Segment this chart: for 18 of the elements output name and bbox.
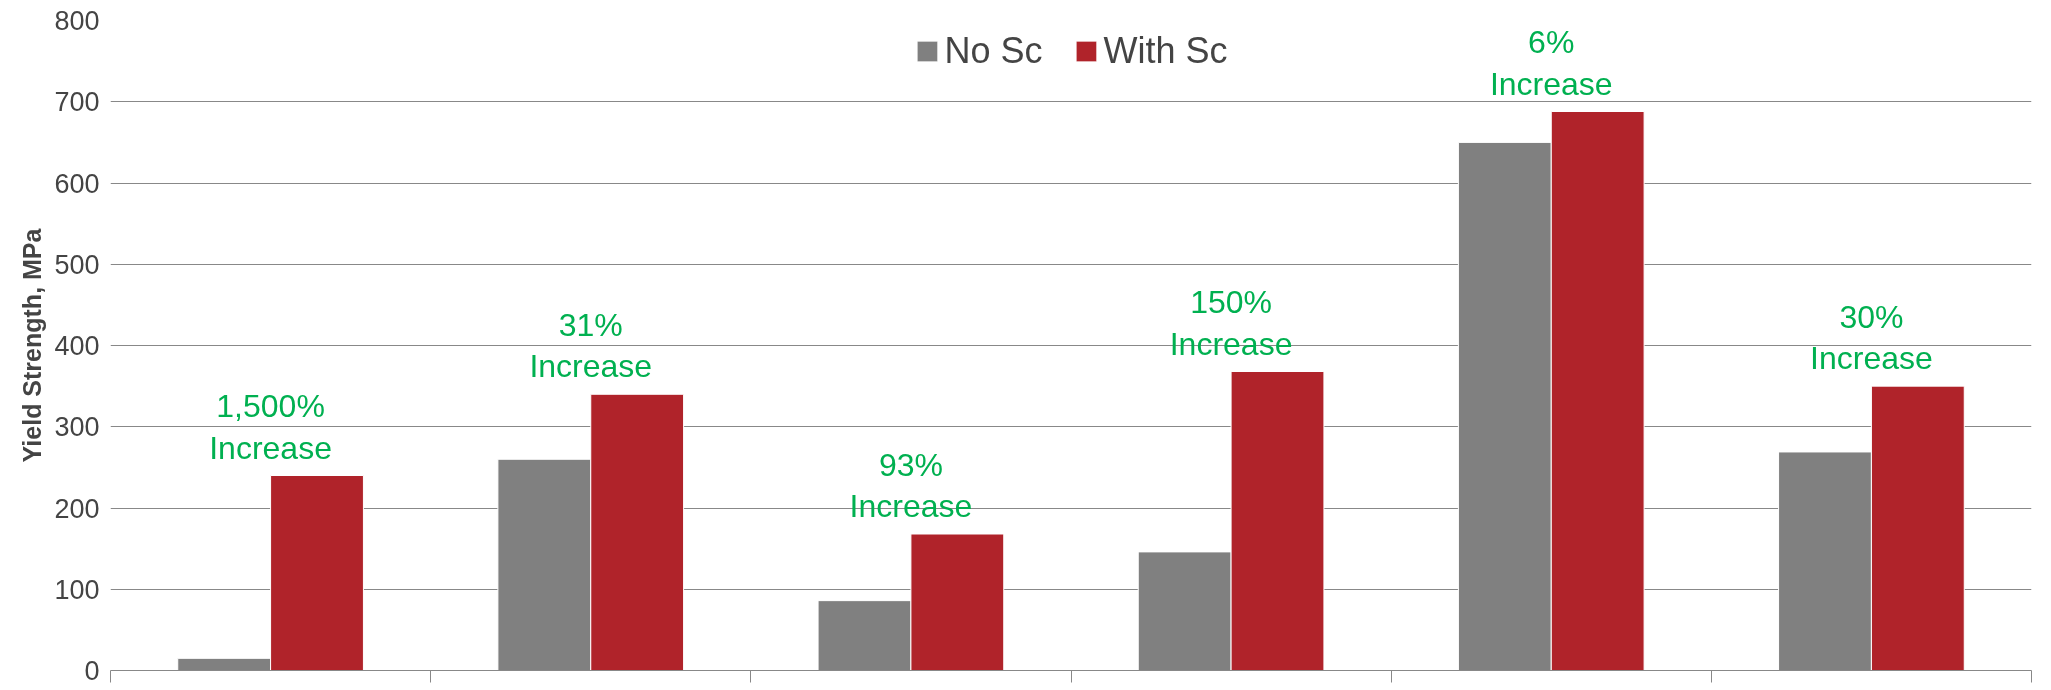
- annotation: 1,500% Increase: [209, 388, 332, 466]
- legend-label: With Sc: [1103, 30, 1228, 72]
- y-tick-label: 500: [54, 249, 100, 280]
- annotation: 30% Increase: [1810, 298, 1933, 377]
- y-tick-label: 300: [54, 412, 100, 443]
- y-axis-title: Yield Strength, MPa: [18, 227, 47, 463]
- annotation: 93% Increase: [849, 446, 973, 525]
- y-tick-label: 100: [54, 574, 100, 605]
- annotation: 6% Increase: [1489, 24, 1613, 102]
- annotation: 150% Increase: [1169, 284, 1293, 362]
- y-tick-label: 700: [54, 87, 100, 118]
- y-tick-label: 400: [54, 331, 100, 361]
- y-tick-label: 600: [54, 168, 100, 199]
- legend-label: No Sc: [944, 30, 1043, 72]
- y-tick-label: 0: [84, 656, 100, 686]
- y-tick-label: 200: [54, 493, 100, 524]
- annotation: 31% Increase: [529, 307, 653, 385]
- y-tick-label: 800: [54, 6, 100, 36]
